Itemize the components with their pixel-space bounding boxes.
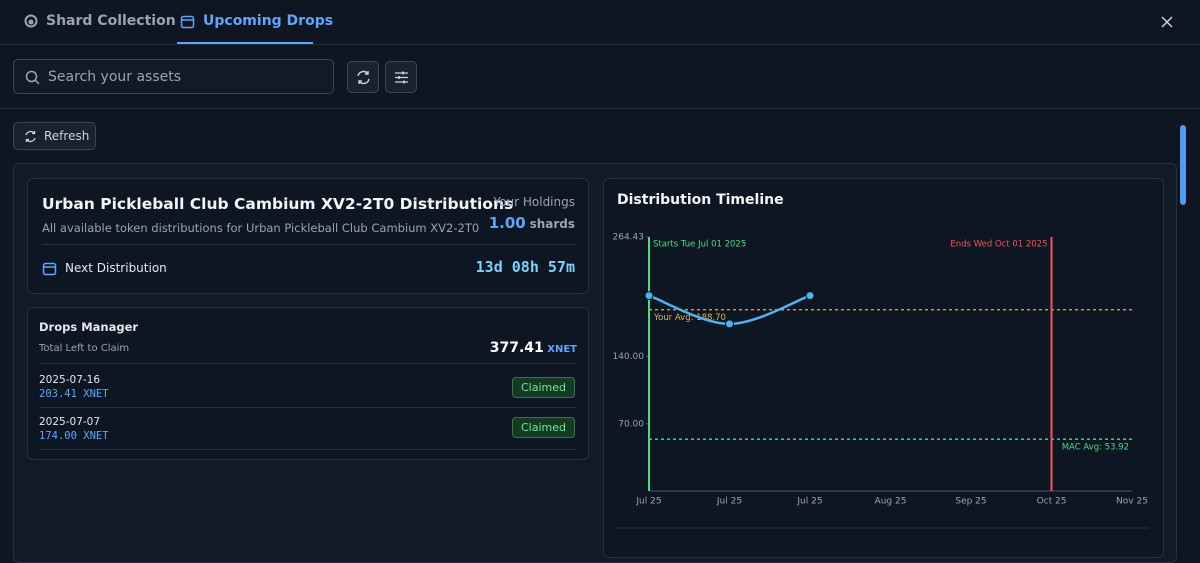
icon: [42, 262, 57, 276]
divider: [39, 449, 577, 450]
filter-button[interactable]: [385, 61, 417, 93]
icon: [395, 71, 408, 84]
holdings-unit: shards: [529, 217, 575, 231]
tab[interactable]: Upcoming Drops: [180, 13, 333, 29]
scrollbar[interactable]: [1180, 125, 1186, 205]
chart: Distribution Timeline 70.00 140.00 264.43 J…: [613, 192, 1149, 529]
drop-date: 2025-07-16: [39, 374, 101, 386]
x-tick-label: Aug 25: [875, 497, 907, 507]
marker-label: Ends Wed Oct 01 2025: [950, 240, 1047, 250]
x-tick-label: Oct 25: [1037, 497, 1067, 507]
x-tick-label: Jul 25: [796, 497, 822, 507]
tab-label: Shard Collection: [46, 13, 176, 29]
total: 377.41 XNET: [490, 340, 577, 356]
search-box[interactable]: Search your assets: [13, 59, 334, 94]
sync-button[interactable]: [347, 61, 379, 93]
divider: [39, 363, 577, 364]
x-tick-label: Nov 25: [1116, 497, 1148, 507]
x-tick-label: Sep 25: [955, 497, 986, 507]
chart-title: Distribution Timeline: [617, 192, 784, 208]
countdown: 13d 08h 57m: [475, 258, 575, 276]
card-title: Drops Manager: [39, 320, 139, 334]
point: [725, 319, 734, 329]
icon: [25, 70, 40, 85]
holdings: 1.00 shards: [489, 214, 575, 232]
refresh-button[interactable]: Refresh: [13, 122, 96, 150]
summary-card: Urban Pickleball Club Cambium XV2-2T0 Di…: [27, 178, 589, 294]
close-button[interactable]: [1160, 15, 1174, 29]
divider: [42, 244, 576, 245]
chart-card: [603, 178, 1164, 558]
icon: [180, 15, 195, 28]
divider: [0, 108, 1200, 109]
y-tick-label: 264.43: [613, 233, 645, 243]
x-tick-label: Jul 25: [635, 497, 661, 507]
next-label: Next Distribution: [65, 261, 167, 275]
tab[interactable]: Shard Collection: [24, 13, 176, 29]
point: [644, 291, 654, 301]
card-title: Urban Pickleball Club Cambium XV2-2T0 Di…: [42, 195, 514, 213]
marker-label: Starts Tue Jul 01 2025: [653, 240, 746, 250]
button-label: Refresh: [44, 129, 90, 143]
tab-bar: [0, 0, 1200, 45]
status-badge: Claimed: [512, 377, 575, 398]
reference-label: Your Avg: 188.70: [653, 313, 726, 323]
tab-label: Upcoming Drops: [203, 13, 334, 29]
holdings-value: 1.00: [488, 214, 526, 232]
icon: [25, 130, 36, 143]
reference-label: MAC Avg: 53.92: [1062, 443, 1129, 453]
drop-date: 2025-07-07: [39, 416, 101, 428]
search-placeholder: Search your assets: [48, 69, 182, 85]
drop-amount: 174.00 XNET: [39, 430, 109, 442]
total-value: 377.41: [489, 340, 544, 356]
card-subtitle: All available token distributions for Ur…: [42, 221, 480, 235]
y-tick-label: 70.00: [618, 419, 644, 429]
icon: [357, 70, 370, 85]
total-unit: XNET: [547, 344, 577, 355]
drop-amount: 203.41 XNET: [39, 388, 109, 400]
y-tick-label: 140.00: [613, 352, 645, 362]
tab-underline: [177, 42, 313, 44]
divider: [39, 407, 577, 408]
total-label: Total Left to Claim: [39, 343, 130, 354]
x-tick-label: Jul 25: [716, 497, 742, 507]
drops-card: Drops Manager Total Left to Claim 377.41…: [27, 307, 589, 460]
point: [805, 291, 815, 301]
holdings-label: Your Holdings: [493, 195, 575, 209]
icon: [24, 14, 38, 28]
status-badge: Claimed: [512, 417, 575, 438]
